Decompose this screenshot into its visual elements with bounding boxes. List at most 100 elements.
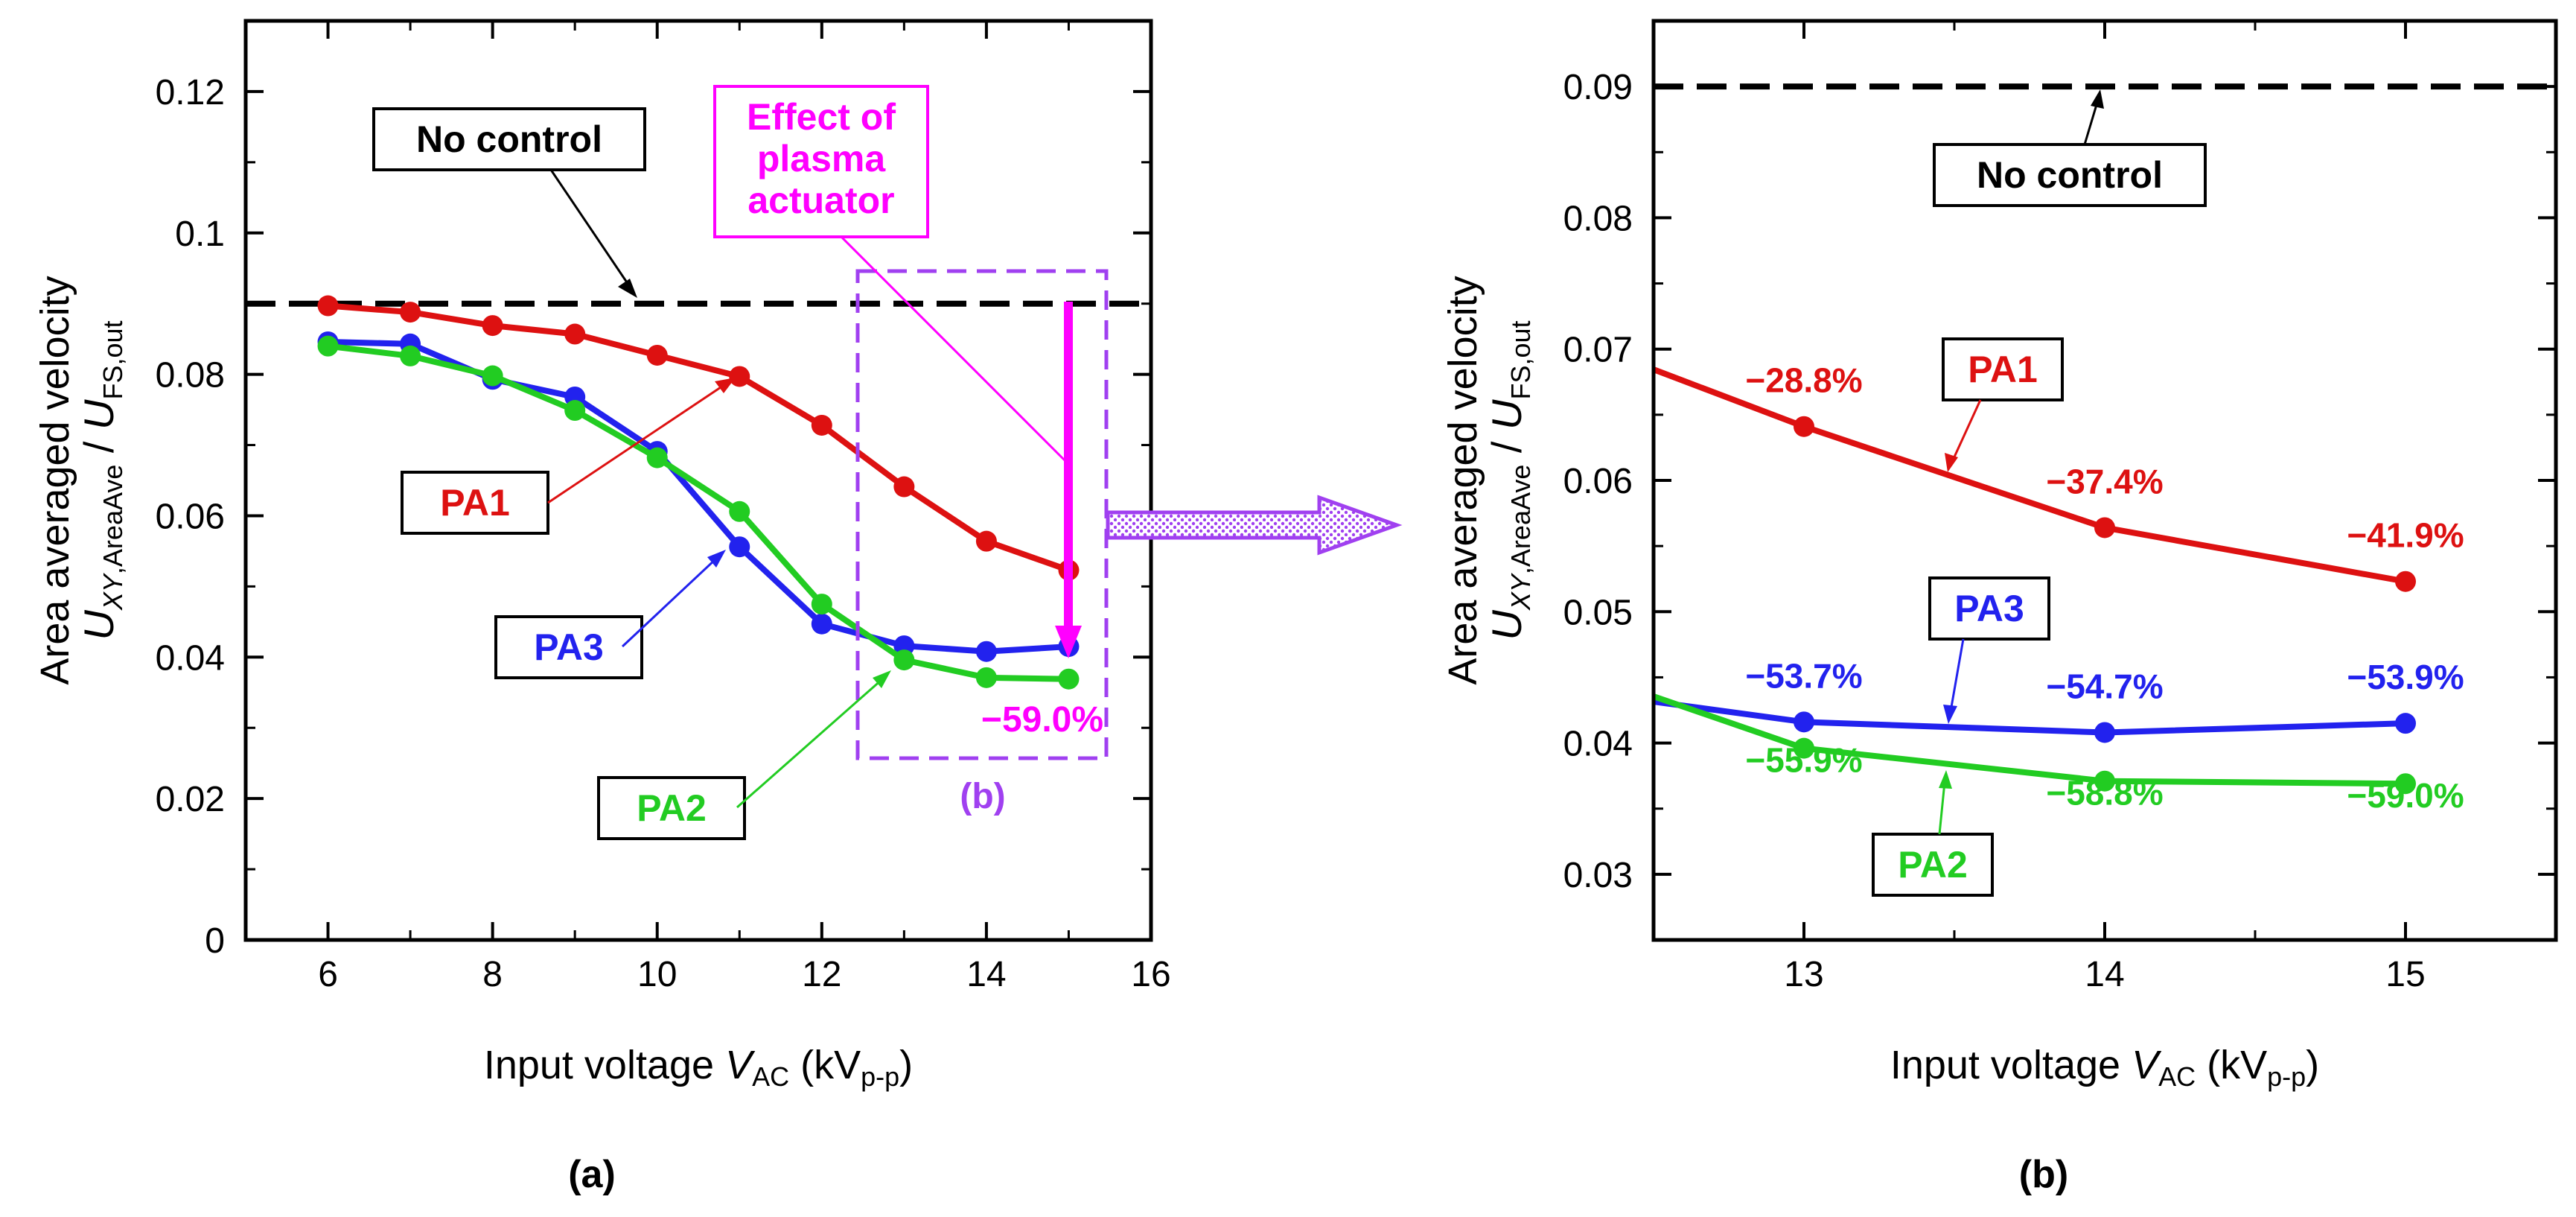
panel-b-pa3-leader <box>1949 638 1965 712</box>
data-point-pa2 <box>646 447 668 468</box>
data-point-pa2 <box>564 400 586 422</box>
panel-b-pa3-arrowhead <box>1943 705 1957 724</box>
panel-a-pa2-arrowhead <box>873 670 891 688</box>
panel-b-xlabel-unitpost: ) <box>2306 1043 2319 1087</box>
panel-a-ylabel-u2: U <box>75 399 122 430</box>
panel-a-pa2-box <box>597 776 746 840</box>
y-tick-label: 0.12 <box>156 73 225 112</box>
panel-b-pa1-leader <box>1951 399 1982 463</box>
panel-a-ylabel-xy: XY <box>98 572 128 611</box>
panel-b-xlabel-var: V <box>2132 1043 2162 1087</box>
panel-b-ticks: 13 14 15 0.03 0.04 0.05 0.06 0.07 0.08 0.09 <box>1563 21 2556 994</box>
x-tick-label: 8 <box>482 955 503 994</box>
y-tick-label: 0.06 <box>1563 462 1633 501</box>
series-line-pa2 <box>328 343 1069 682</box>
panel-b-ylabel-slash: / <box>1483 430 1530 465</box>
series-line-pa1 <box>328 302 1070 573</box>
y-tick-label: 0.04 <box>156 638 225 678</box>
panel-a-nocontrol-box <box>372 107 646 171</box>
effect-line-2: plasma <box>757 138 887 179</box>
data-point-pa3 <box>975 641 997 662</box>
x-tick-label: 16 <box>1131 955 1170 994</box>
panel-b-ylabel-u2: U <box>1483 399 1530 430</box>
panel-b-xlabel-varsub: AC <box>2158 1061 2196 1092</box>
data-label-pa1: −28.8% <box>1745 361 1862 400</box>
series-line-pa3 <box>1654 699 2406 736</box>
panel-a: 6 8 10 12 14 16 0 0.02 0.04 0.06 0.08 0.1 0.12 Area … <box>33 19 1171 1196</box>
data-label-pa2: −55.9% <box>1745 741 1862 780</box>
panel-b-nocontrol-leader <box>2083 99 2100 145</box>
y-tick-label: 0.07 <box>1563 331 1633 370</box>
x-tick-label: 6 <box>318 955 338 994</box>
series-line-pa1 <box>1654 366 2406 585</box>
panel-a-xlabel-varsub: AC <box>752 1061 789 1092</box>
panel-a-pa1-leader <box>547 383 726 504</box>
data-point-pa1 <box>317 295 339 317</box>
data-point-pa1 <box>729 366 750 387</box>
panel-a-pa2-leader <box>736 678 883 809</box>
effect-annotation-box <box>713 85 929 238</box>
data-label-pa1: −37.4% <box>2046 462 2163 501</box>
panel-b-pa2-leader <box>1938 781 1946 835</box>
data-point-pa2 <box>811 594 832 615</box>
effect-value: −59.0% <box>981 700 1103 740</box>
data-label-pa3: −54.7% <box>2046 667 2163 705</box>
data-point-pa2 <box>2094 770 2115 792</box>
data-point-pa2 <box>729 501 750 522</box>
y-tick-label: 0.06 <box>156 497 225 536</box>
data-point-pa1 <box>482 315 503 337</box>
panel-a-xlabel-unitpre: (kV <box>789 1043 861 1087</box>
data-point-pa3 <box>729 536 750 558</box>
data-point-pa2 <box>1058 668 1080 690</box>
x-tick-label: 10 <box>637 955 677 994</box>
panel-a-nocontrol-arrowhead <box>618 279 637 298</box>
panel-b-nocontrol-label: No control <box>1977 154 2163 196</box>
panel-a-zoom-label: (b) <box>960 777 1005 816</box>
panel-b-series <box>1654 366 2416 795</box>
panel-a-frame <box>243 19 1153 942</box>
panel-b-xlabel-prefix: Input voltage <box>1890 1043 2132 1087</box>
panel-a-caption: (a) <box>568 1153 616 1196</box>
panel-a-ylabel-areaave: ,AreaAve <box>98 465 128 574</box>
panel-b-ylabel-areaave: ,AreaAve <box>1505 465 1536 574</box>
panel-b-ylabel-xy: XY <box>1505 572 1536 611</box>
panel-b-ylabel: Area averaged velocity UXY,AreaAve / UFS… <box>1441 276 1536 684</box>
data-point-pa2 <box>2395 773 2416 795</box>
data-point-pa1 <box>1794 416 1814 437</box>
x-tick-label: 14 <box>2085 955 2124 994</box>
data-point-pa1 <box>564 323 586 345</box>
panel-a-nocontrol-leader <box>549 169 633 290</box>
data-point-pa1 <box>811 414 832 436</box>
panel-a-xlabel: Input voltage VAC (kVp-p) <box>484 1043 913 1092</box>
data-point-pa2 <box>400 345 421 366</box>
y-tick-label: 0.08 <box>1563 199 1633 238</box>
panel-a-ylabel-u1: U <box>75 610 122 641</box>
y-tick-label: 0.02 <box>156 780 225 819</box>
panel-a-pa2-label: PA2 <box>637 787 707 829</box>
panel-a-pa1-arrowhead <box>715 378 736 393</box>
y-tick-label: 0.09 <box>1563 68 1633 107</box>
effect-leader-line <box>840 235 1068 463</box>
panel-a-nocontrol-label: No control <box>416 118 602 160</box>
y-tick-label: 0.1 <box>175 215 225 254</box>
panel-b-xlabel-unitpre: (kV <box>2196 1043 2267 1087</box>
data-label-pa1: −41.9% <box>2347 516 2464 555</box>
effect-line-3: actuator <box>747 179 894 221</box>
data-label-pa2: −58.8% <box>2046 774 2163 813</box>
effect-line-1: Effect of <box>747 96 896 138</box>
panel-a-ylabel: Area averaged velocity UXY,AreaAve / UFS… <box>33 276 128 684</box>
y-tick-label: 0.04 <box>1563 725 1633 764</box>
panel-b-pa2-label: PA2 <box>1898 844 1968 886</box>
panel-b-ylabel-text: Area averaged velocity <box>1441 276 1485 684</box>
panel-b-pa2-box <box>1872 833 1994 897</box>
panel-a-xlabel-unitsub: p-p <box>861 1061 899 1092</box>
panel-b-ylabel-fs: FS,out <box>1505 320 1536 399</box>
panel-b-ylabel-formula: UXY,AreaAve / UFS,out <box>1483 320 1536 640</box>
panel-b-pa1-arrowhead <box>1945 453 1958 472</box>
panel-b-frame <box>1651 19 2558 942</box>
effect-arrow-head <box>1055 626 1082 658</box>
panel-b-pa3-label: PA3 <box>1954 588 2024 629</box>
panel-b-caption: (b) <box>2019 1153 2068 1196</box>
panel-b-ylabel-u1: U <box>1483 610 1530 641</box>
